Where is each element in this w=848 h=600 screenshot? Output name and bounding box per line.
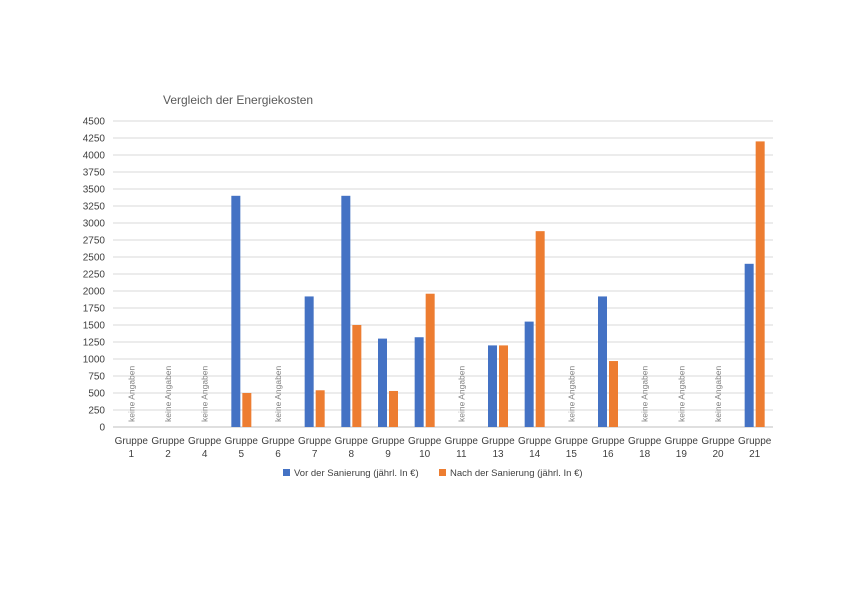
bar-vor-gruppe-8 bbox=[341, 195, 351, 427]
bar-nach-gruppe-7 bbox=[315, 390, 325, 427]
x-tick-prefix: Gruppe bbox=[115, 436, 149, 447]
bar-nach-gruppe-14 bbox=[535, 231, 545, 427]
x-tick-prefix: Gruppe bbox=[261, 436, 295, 447]
chart-title: Vergleich der Energiekosten bbox=[163, 93, 313, 107]
bar-vor-gruppe-13 bbox=[488, 345, 497, 427]
bar-vor-gruppe-10 bbox=[414, 337, 424, 427]
y-tick-label: 500 bbox=[88, 389, 105, 400]
x-tick-prefix: Gruppe bbox=[445, 436, 479, 447]
x-tick-prefix: Gruppe bbox=[738, 436, 772, 447]
bar-nach-gruppe-8 bbox=[352, 325, 362, 427]
no-data-label: keine Angaben bbox=[676, 365, 686, 422]
bar-vor-gruppe-21 bbox=[744, 263, 754, 427]
no-data-label: keine Angaben bbox=[713, 365, 723, 422]
bar-nach-gruppe-5 bbox=[242, 393, 252, 427]
no-data-labels: keine Angaben keine Angaben keine Angaben k… bbox=[126, 365, 723, 422]
y-tick-label: 750 bbox=[88, 372, 105, 383]
y-tick-label: 1750 bbox=[83, 304, 106, 315]
x-tick-label: 21 bbox=[749, 449, 761, 460]
bar-nach-gruppe-21 bbox=[755, 141, 765, 427]
y-tick-label: 1000 bbox=[83, 355, 106, 366]
x-tick-prefix: Gruppe bbox=[518, 436, 552, 447]
legend-swatch bbox=[283, 469, 290, 476]
bar-vor-gruppe-7 bbox=[304, 296, 314, 427]
no-data-label: keine Angaben bbox=[273, 365, 283, 422]
bar-nach-gruppe-16 bbox=[609, 361, 618, 427]
x-tick-prefix: Gruppe bbox=[335, 436, 369, 447]
x-tick-label: 4 bbox=[202, 449, 208, 460]
x-tick-prefix: Gruppe bbox=[151, 436, 185, 447]
x-tick-prefix: Gruppe bbox=[225, 436, 259, 447]
no-data-label: keine Angaben bbox=[163, 365, 173, 422]
bars bbox=[231, 141, 765, 427]
x-tick-prefix: Gruppe bbox=[371, 436, 405, 447]
bar-nach-gruppe-9 bbox=[389, 390, 398, 427]
x-tick-label: 9 bbox=[385, 449, 391, 460]
y-tick-label: 3750 bbox=[83, 168, 106, 179]
x-tick-label: 15 bbox=[566, 449, 578, 460]
x-tick-label: 7 bbox=[312, 449, 318, 460]
grid bbox=[113, 120, 773, 428]
y-axis-ticks: 0 250 500 750 1000 1250 1500 1750 2000 2250 2500 27… bbox=[83, 117, 106, 434]
no-data-label: keine Angaben bbox=[640, 365, 650, 422]
x-tick-label: 14 bbox=[529, 449, 541, 460]
x-tick-label: 6 bbox=[275, 449, 281, 460]
x-tick-prefix: Gruppe bbox=[701, 436, 735, 447]
y-tick-label: 2500 bbox=[83, 253, 106, 264]
bar-vor-gruppe-9 bbox=[378, 338, 387, 427]
no-data-label: keine Angaben bbox=[456, 365, 466, 422]
bar-vor-gruppe-14 bbox=[524, 321, 534, 427]
x-tick-prefix: Gruppe bbox=[298, 436, 332, 447]
y-tick-label: 4250 bbox=[83, 134, 106, 145]
legend-label: Nach der Sanierung (jährl. In €) bbox=[450, 468, 583, 479]
bar-nach-gruppe-13 bbox=[499, 345, 508, 427]
x-tick-prefix: Gruppe bbox=[555, 436, 589, 447]
x-axis-ticks: Gruppe 1 Gruppe 2 Gruppe 4 Gruppe 5 Gruppe 6 Grupp… bbox=[115, 436, 772, 460]
x-tick-prefix: Gruppe bbox=[665, 436, 699, 447]
x-tick-label: 18 bbox=[639, 449, 651, 460]
y-tick-label: 1500 bbox=[83, 321, 106, 332]
y-tick-label: 0 bbox=[99, 423, 105, 434]
x-tick-prefix: Gruppe bbox=[628, 436, 662, 447]
x-tick-label: 19 bbox=[676, 449, 688, 460]
y-tick-label: 250 bbox=[88, 406, 105, 417]
x-tick-prefix: Gruppe bbox=[188, 436, 222, 447]
x-tick-label: 10 bbox=[419, 449, 431, 460]
x-tick-prefix: Gruppe bbox=[591, 436, 625, 447]
bar-vor-gruppe-5 bbox=[231, 195, 241, 427]
legend: Vor der Sanierung (jährl. In €) Nach der … bbox=[283, 468, 583, 479]
y-tick-label: 2750 bbox=[83, 236, 106, 247]
y-tick-label: 1250 bbox=[83, 338, 106, 349]
x-tick-label: 2 bbox=[165, 449, 171, 460]
bar-vor-gruppe-16 bbox=[598, 296, 607, 427]
bar-nach-gruppe-10 bbox=[425, 293, 435, 427]
y-tick-label: 4000 bbox=[83, 151, 106, 162]
legend-swatch bbox=[439, 469, 446, 476]
no-data-label: keine Angaben bbox=[126, 365, 136, 422]
x-tick-prefix: Gruppe bbox=[481, 436, 515, 447]
y-tick-label: 4500 bbox=[83, 117, 106, 128]
x-tick-label: 5 bbox=[239, 449, 245, 460]
y-tick-label: 3250 bbox=[83, 202, 106, 213]
x-tick-label: 20 bbox=[712, 449, 724, 460]
x-tick-label: 11 bbox=[456, 449, 467, 460]
no-data-label: keine Angaben bbox=[566, 365, 576, 422]
x-tick-label: 1 bbox=[129, 449, 135, 460]
y-tick-label: 2000 bbox=[83, 287, 106, 298]
x-tick-label: 16 bbox=[602, 449, 614, 460]
y-tick-label: 3000 bbox=[83, 219, 106, 230]
x-tick-prefix: Gruppe bbox=[408, 436, 442, 447]
legend-label: Vor der Sanierung (jährl. In €) bbox=[294, 468, 419, 479]
x-tick-label: 13 bbox=[492, 449, 504, 460]
no-data-label: keine Angaben bbox=[200, 365, 210, 422]
y-tick-label: 2250 bbox=[83, 270, 106, 281]
x-tick-label: 8 bbox=[349, 449, 355, 460]
y-tick-label: 3500 bbox=[83, 185, 106, 196]
